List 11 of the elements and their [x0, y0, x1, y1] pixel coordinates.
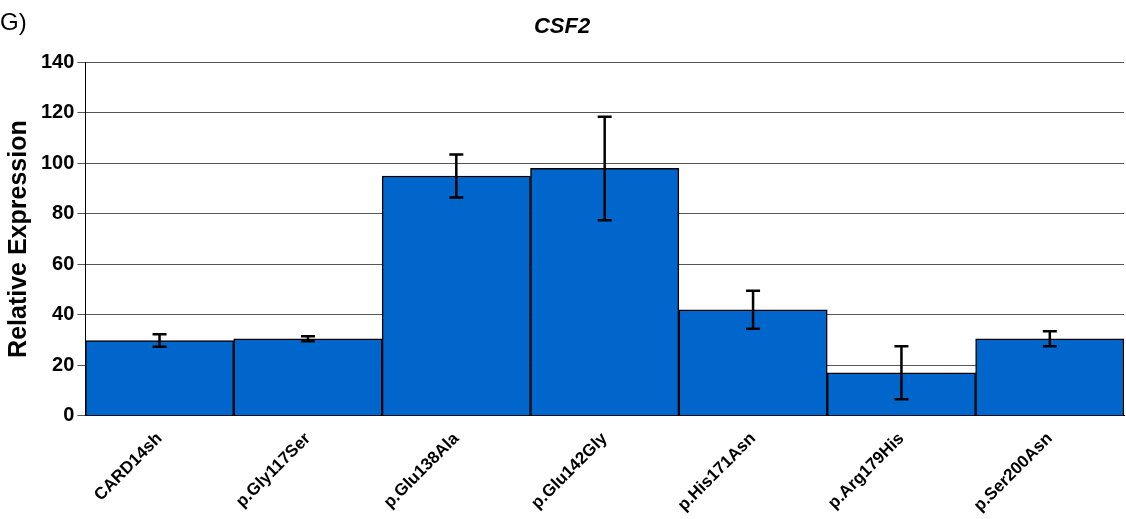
- y-tick-label: 140: [40, 49, 75, 72]
- chart-title: CSF2: [533, 13, 591, 39]
- text: G): [0, 8, 27, 36]
- y-tick-label: 40: [52, 302, 75, 325]
- y-tick-label: 120: [40, 100, 75, 123]
- y-tick-label: 80: [52, 201, 75, 224]
- y-tick-label: 20: [52, 352, 75, 375]
- y-tick-label: 100: [40, 150, 75, 173]
- y-axis-title: Relative Expression: [2, 120, 31, 358]
- y-tick-label: 60: [52, 251, 75, 274]
- y-tick-label: 0: [63, 403, 75, 426]
